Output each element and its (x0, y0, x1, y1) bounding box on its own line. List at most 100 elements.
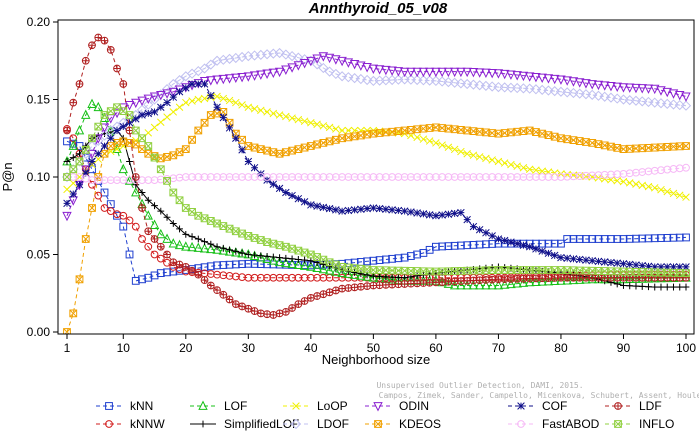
data-point (263, 238, 271, 246)
data-point (462, 67, 472, 78)
data-point (349, 73, 360, 84)
data-point (357, 205, 365, 213)
x-tick-label: 90 (617, 341, 631, 355)
data-point (637, 273, 647, 283)
data-point (369, 173, 378, 181)
data-point (325, 204, 334, 213)
data-point (631, 83, 641, 94)
data-point (519, 241, 528, 249)
data-point (163, 213, 171, 221)
data-point (624, 95, 635, 106)
data-point (256, 309, 265, 318)
data-point (519, 163, 528, 172)
data-point (682, 163, 690, 172)
data-point (513, 162, 521, 170)
data-point (600, 175, 609, 183)
data-point (543, 74, 554, 84)
data-point (400, 126, 409, 135)
data-point (150, 250, 159, 259)
data-point (344, 133, 353, 142)
data-point (269, 109, 278, 118)
data-point (519, 127, 528, 136)
data-point (349, 59, 360, 70)
data-point (144, 227, 153, 236)
data-point (250, 143, 259, 152)
data-point (182, 230, 190, 238)
data-point (613, 176, 621, 185)
data-point (530, 84, 542, 95)
data-point (626, 282, 634, 290)
data-point (132, 181, 140, 189)
legend-marker (198, 400, 208, 410)
data-point (118, 163, 128, 174)
data-point (437, 67, 447, 78)
data-point (537, 84, 548, 95)
data-point (268, 68, 279, 79)
x-tick-label: 40 (304, 341, 318, 355)
data-point (569, 235, 578, 243)
data-point (137, 96, 147, 107)
legend-marker (374, 420, 382, 428)
data-point (431, 173, 440, 181)
data-point (607, 170, 615, 179)
data-point (507, 128, 515, 137)
data-point (643, 84, 654, 94)
data-point (169, 151, 178, 160)
series-fastabod (63, 163, 690, 185)
data-point (575, 172, 584, 180)
data-point (338, 207, 346, 215)
series-line (66, 52, 687, 178)
data-point (99, 130, 110, 141)
data-point (600, 235, 609, 243)
data-point (238, 146, 246, 154)
data-point (319, 290, 328, 298)
data-point (81, 235, 90, 243)
data-point (438, 242, 447, 251)
data-point (474, 279, 485, 290)
data-point (213, 173, 221, 181)
data-point (206, 111, 215, 119)
legend-item-cof: COF (508, 399, 567, 413)
legend-marker (614, 402, 622, 410)
data-point (100, 142, 109, 150)
data-point (499, 69, 510, 80)
data-point (507, 160, 515, 169)
data-point (318, 52, 329, 62)
data-point (194, 173, 203, 181)
data-point (332, 125, 340, 133)
data-point (343, 72, 354, 83)
data-point (194, 211, 203, 220)
data-point (75, 157, 84, 166)
data-point (226, 246, 233, 254)
data-point (582, 256, 590, 264)
data-point (138, 275, 146, 284)
data-point (306, 173, 315, 181)
legend-item-ldof: LDOF (283, 417, 349, 431)
data-point (419, 173, 428, 181)
data-point (400, 207, 409, 215)
x-tick-label: 100 (676, 341, 696, 355)
data-point (538, 129, 547, 138)
data-point (630, 95, 642, 106)
data-point (544, 173, 553, 181)
data-point (281, 148, 290, 157)
data-point (656, 86, 666, 96)
data-point (74, 124, 85, 135)
data-point (619, 170, 628, 178)
data-point (256, 173, 265, 181)
data-point (344, 284, 353, 292)
data-point (588, 235, 597, 243)
data-point (125, 139, 134, 147)
data-point (588, 171, 597, 180)
data-point (62, 211, 72, 222)
data-point (400, 253, 409, 262)
data-point (244, 232, 253, 240)
data-point (669, 233, 678, 242)
data-point (330, 68, 341, 80)
legend-label: LDOF (317, 417, 349, 431)
data-point (349, 269, 360, 279)
data-point (225, 96, 234, 105)
data-point (456, 67, 466, 78)
data-point (276, 254, 283, 261)
data-point (243, 72, 254, 82)
